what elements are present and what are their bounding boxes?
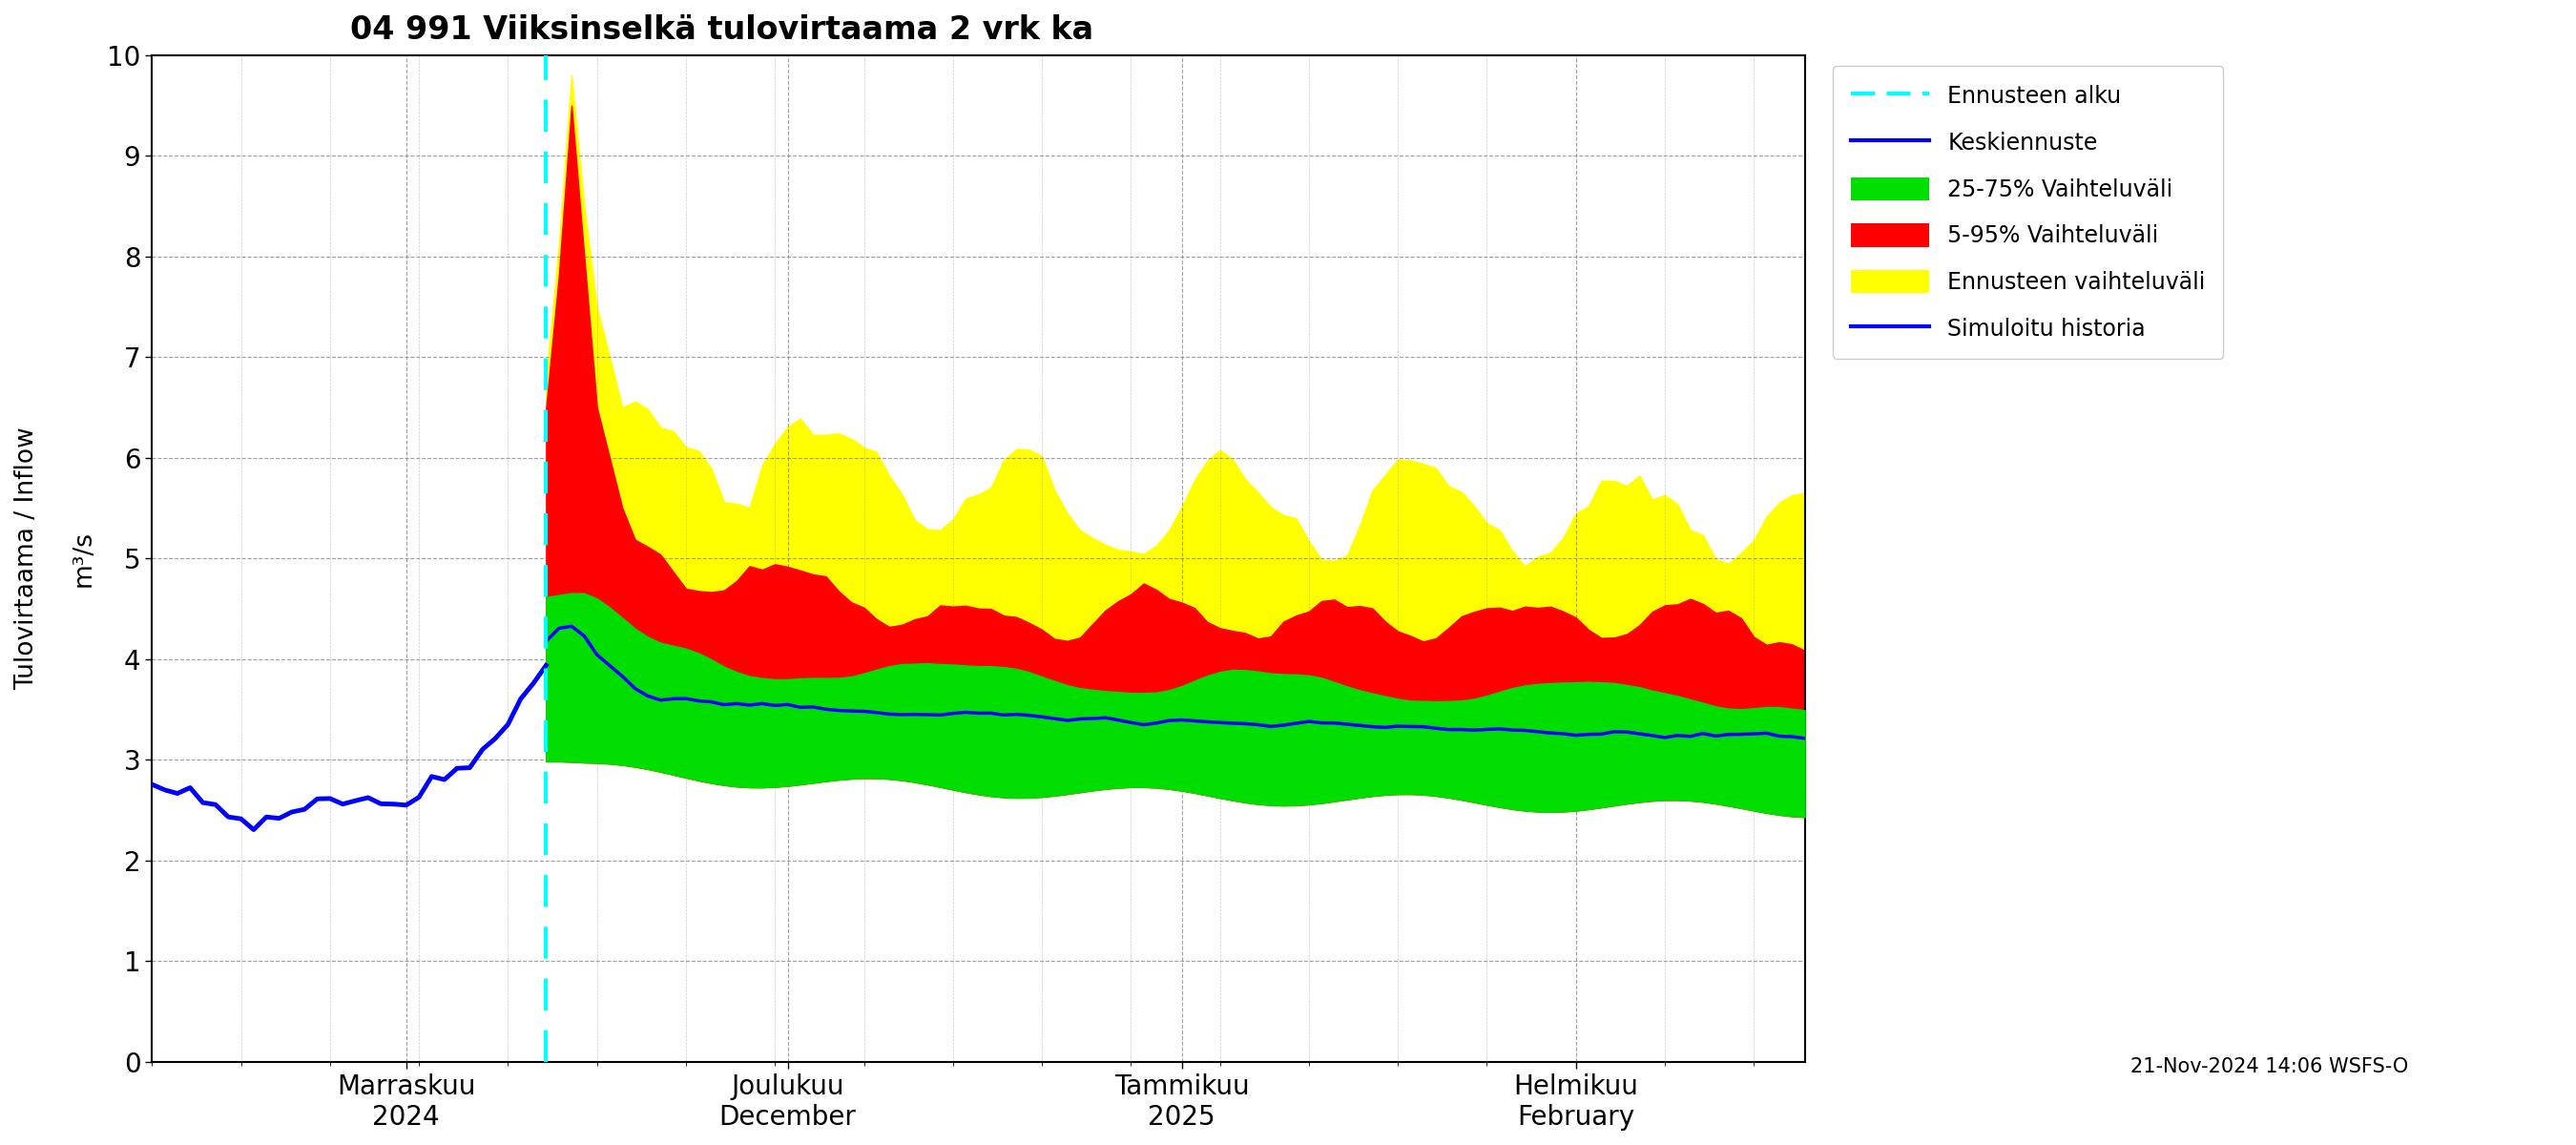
Text: 21-Nov-2024 14:06 WSFS-O: 21-Nov-2024 14:06 WSFS-O (2130, 1057, 2409, 1076)
Text: 04 991 Viiksinselkä tulovirtaama 2 vrk ka: 04 991 Viiksinselkä tulovirtaama 2 vrk k… (350, 14, 1095, 46)
Y-axis label: Tulovirtaama / Inflow

m³/s: Tulovirtaama / Inflow m³/s (15, 427, 95, 690)
Legend: Ennusteen alku, Keskiennuste, 25-75% Vaihteluväli, 5-95% Vaihteluväli, Ennusteen: Ennusteen alku, Keskiennuste, 25-75% Vai… (1832, 66, 2223, 358)
